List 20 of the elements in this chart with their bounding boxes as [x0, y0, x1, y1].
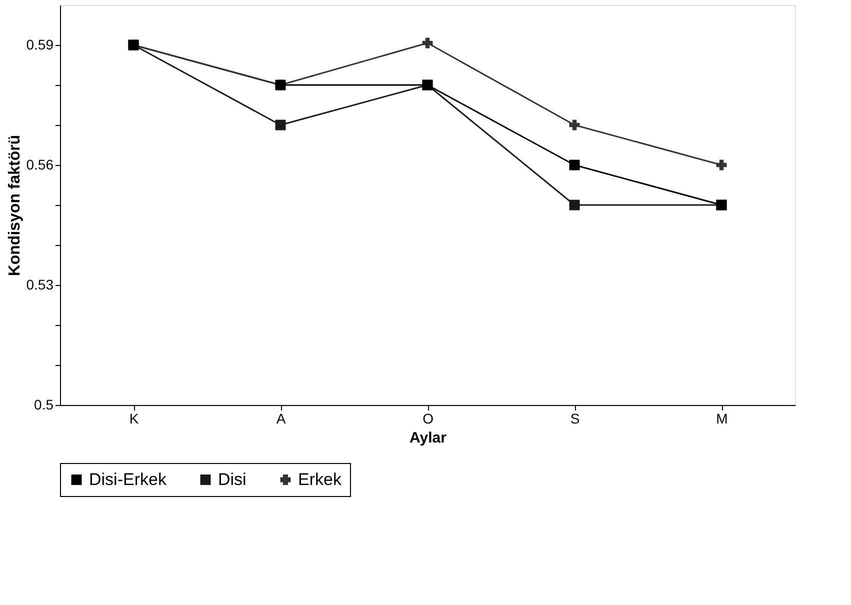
x-tick-label: A — [276, 410, 286, 426]
x-tick-label: K — [129, 410, 140, 426]
point — [422, 38, 433, 48]
point — [569, 160, 580, 170]
y-tick-label: 0.5 — [34, 396, 54, 412]
x-tick-label: O — [422, 410, 434, 426]
x-tick-label: S — [570, 410, 580, 426]
y-tick-label: 0.56 — [26, 156, 54, 172]
legend-label: Disi — [218, 470, 246, 489]
y-axis-title: Kondisyon faktörü — [6, 134, 24, 276]
point — [569, 120, 580, 130]
x-axis-title: Aylar — [410, 430, 447, 446]
point — [275, 120, 286, 130]
point — [569, 200, 580, 210]
legend-label: Disi-Erkek — [89, 470, 167, 489]
x-tick-label: M — [716, 410, 728, 426]
y-tick-label: 0.59 — [26, 36, 54, 52]
point — [716, 160, 727, 170]
y-tick-label: 0.53 — [26, 276, 54, 292]
legend-label: Erkek — [298, 470, 342, 489]
